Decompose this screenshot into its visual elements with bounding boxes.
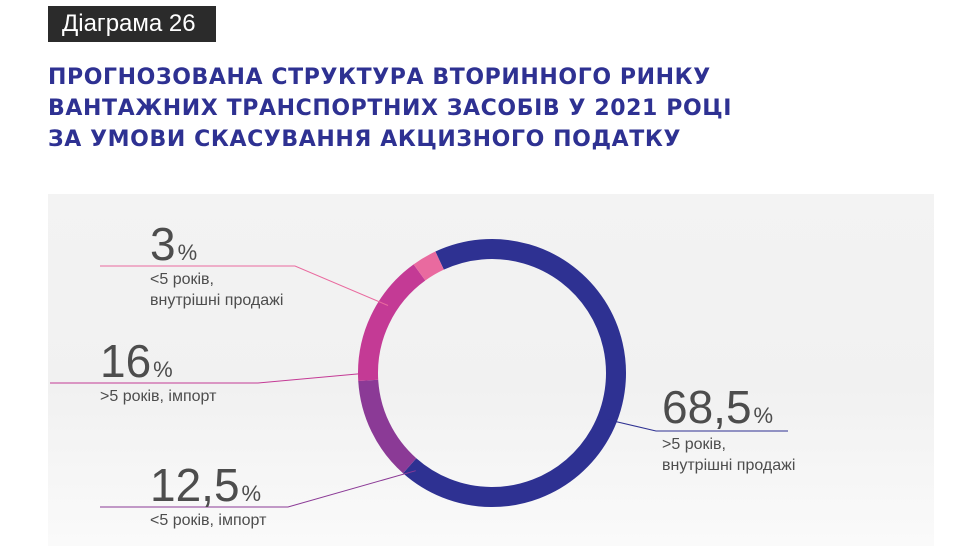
leader-line-1 — [606, 419, 788, 432]
slice-label-4-line-1: <5 років, — [150, 271, 214, 288]
donut-slice-4 — [413, 251, 445, 281]
slice-label-1-line-2: внутрішні продажі — [662, 457, 795, 474]
slice-value-1: 68,5% — [662, 381, 773, 433]
title-line-1: ПРОГНОЗОВАНА СТРУКТУРА ВТОРИННОГО РИНКУ — [48, 65, 711, 90]
chart-title: ПРОГНОЗОВАНА СТРУКТУРА ВТОРИННОГО РИНКУ … — [48, 62, 808, 155]
leader-line-2 — [100, 470, 416, 508]
slice-value-3: 16% — [100, 335, 173, 387]
slice-label-3-line-1: >5 років, імпорт — [100, 388, 217, 405]
slice-label-1-line-1: >5 років, — [662, 436, 726, 453]
slice-value-2: 12,5% — [150, 459, 261, 511]
donut-slice-1 — [403, 239, 626, 507]
leader-line-4 — [100, 265, 389, 306]
leader-line-3 — [50, 372, 369, 384]
slice-value-4: 3% — [150, 218, 197, 270]
title-line-3: ЗА УМОВИ СКАСУВАННЯ АКЦИЗНОГО ПОДАТКУ — [48, 127, 682, 152]
slice-label-4-line-2: внутрішні продажі — [150, 292, 283, 309]
slice-label-2-line-1: <5 років, імпорт — [150, 512, 267, 529]
chart-number-tag: Діаграма 26 — [48, 6, 216, 42]
title-line-2: ВАНТАЖНИХ ТРАНСПОРТНИХ ЗАСОБІВ У 2021 РО… — [48, 96, 733, 121]
donut-slice-3 — [358, 264, 426, 381]
donut-slice-2 — [358, 379, 417, 474]
